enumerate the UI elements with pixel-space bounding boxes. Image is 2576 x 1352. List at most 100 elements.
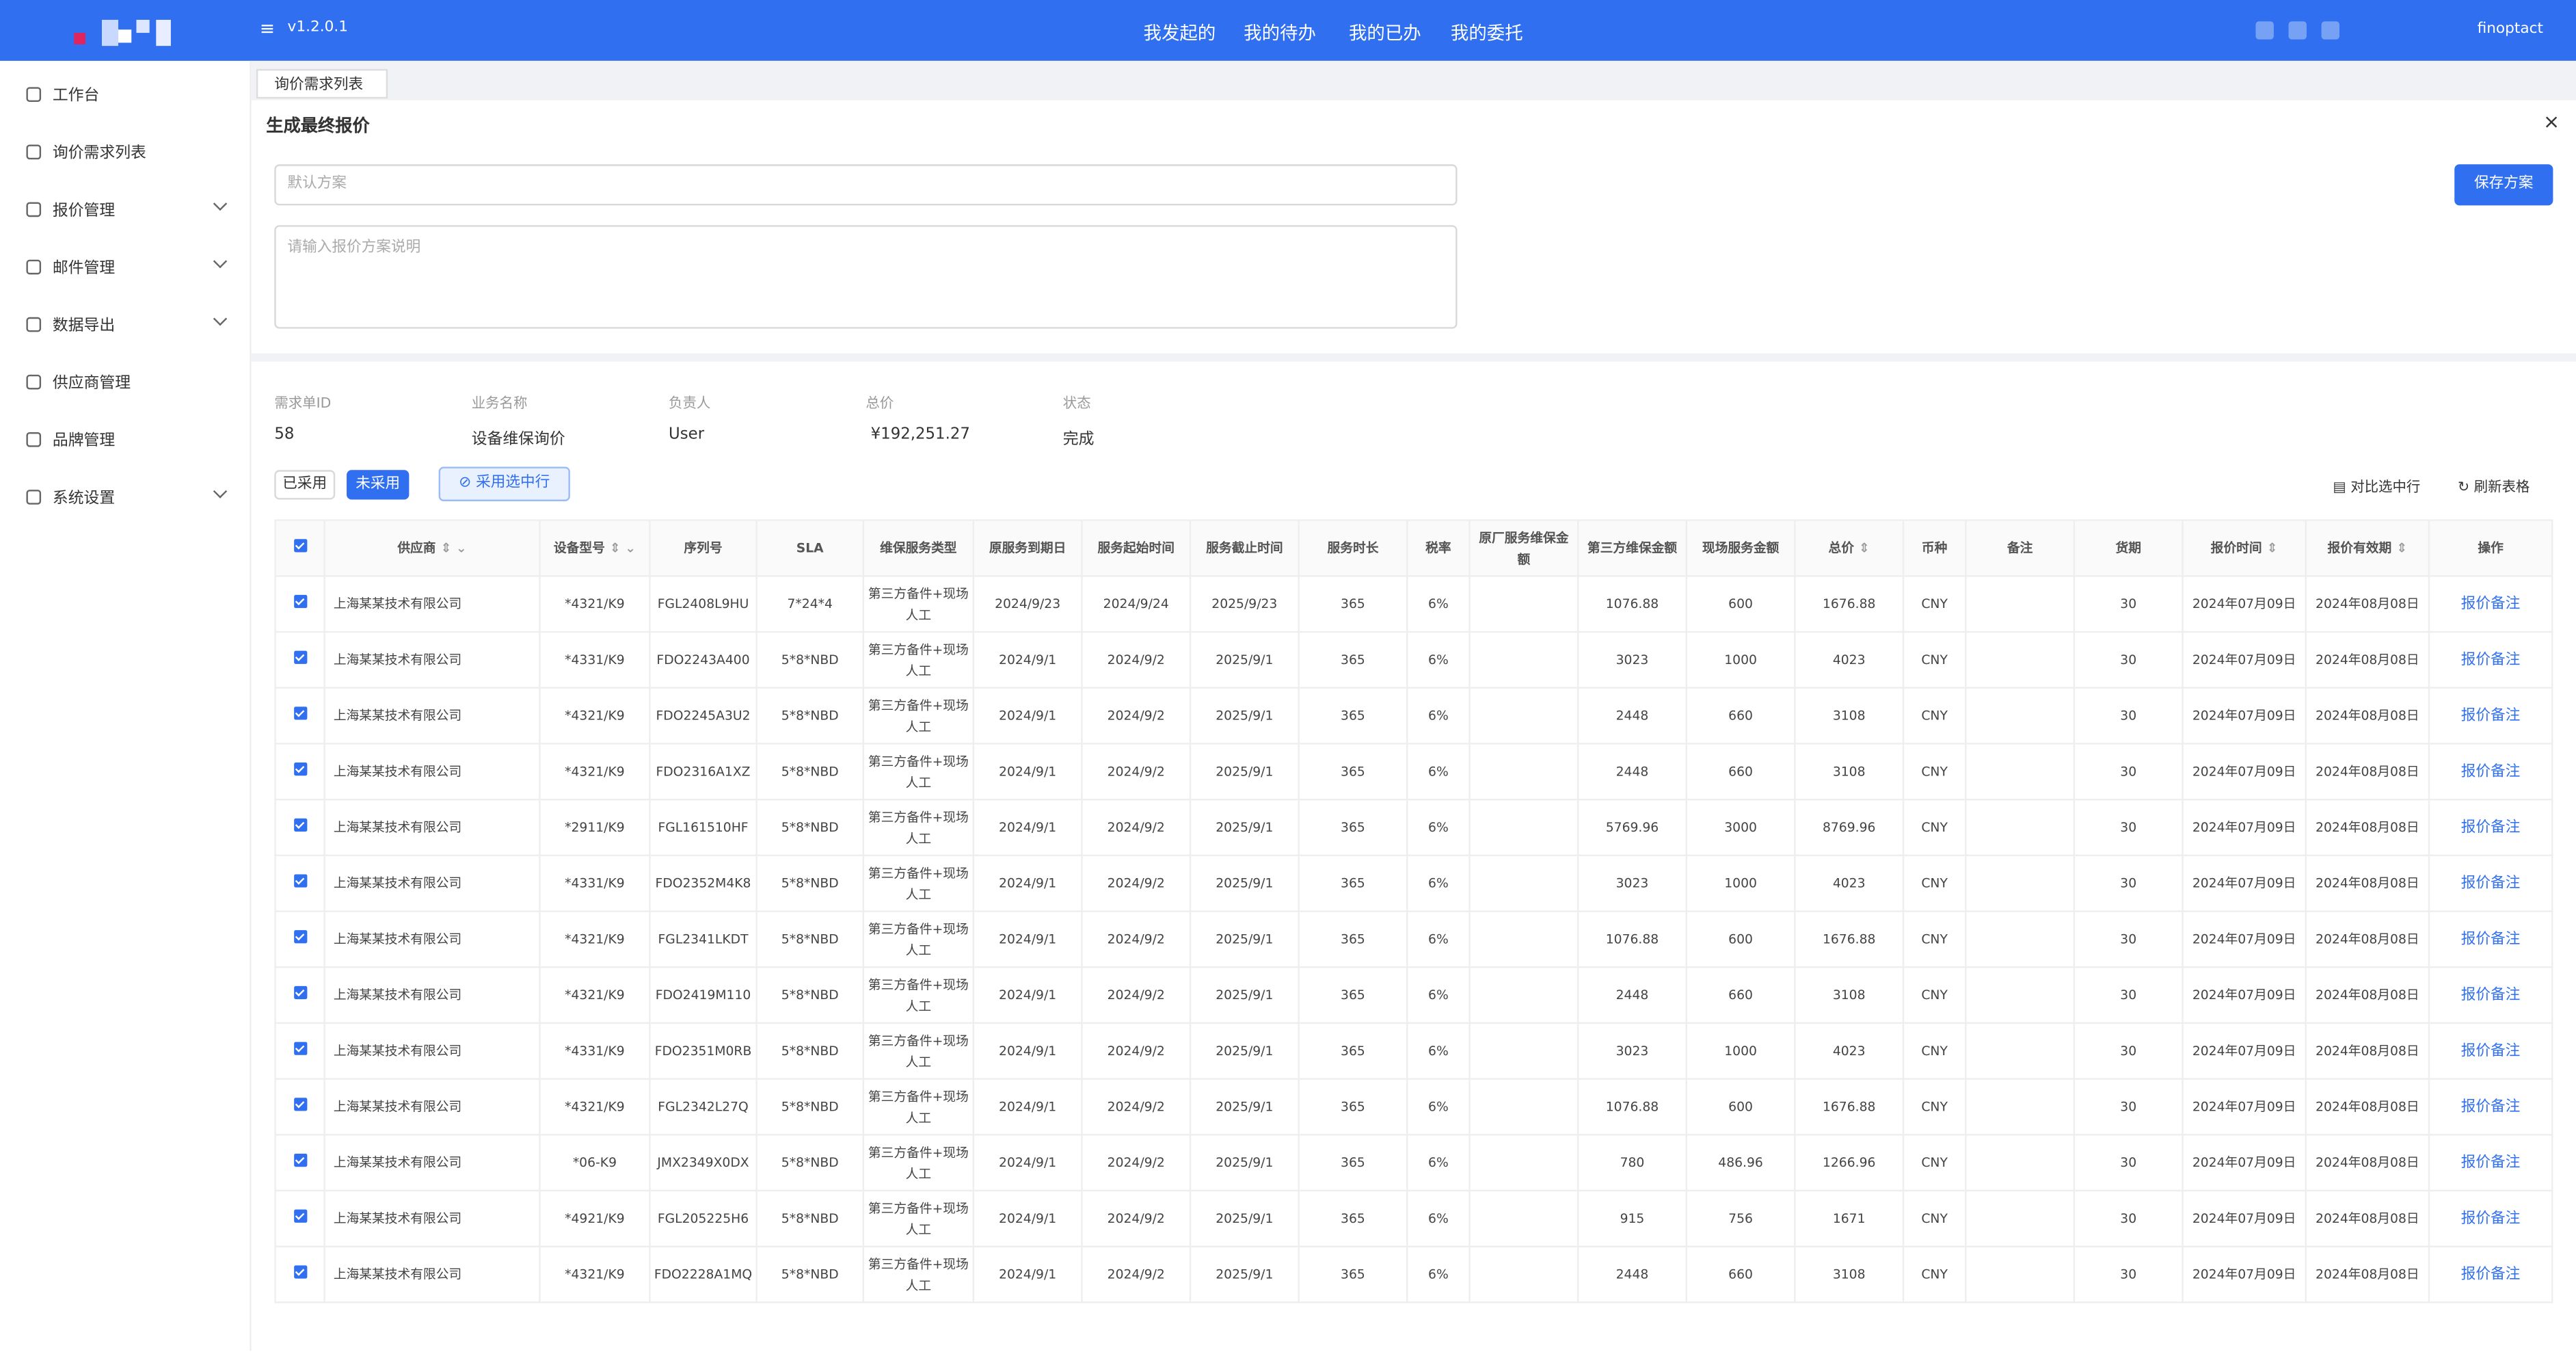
sort-icon[interactable]: ⇕ xyxy=(2396,540,2408,556)
sort-icon[interactable]: ⇕ ⌄ xyxy=(610,540,636,556)
save-button[interactable]: 保存方案 xyxy=(2454,164,2553,206)
close-button[interactable]: × xyxy=(2543,110,2560,133)
column-title: 操作 xyxy=(2478,540,2504,556)
cell: FGL2408L9HU xyxy=(649,575,757,633)
action-link[interactable]: 报价备注 xyxy=(2460,931,2521,948)
menu-item[interactable]: 系统设置 xyxy=(26,485,115,507)
checkbox[interactable] xyxy=(293,539,307,553)
cell: 2025/9/1 xyxy=(1189,1245,1300,1303)
menu-item[interactable]: 询价需求列表 xyxy=(26,140,146,162)
action-link[interactable]: 报价备注 xyxy=(2460,1210,2521,1227)
info-label: 状态 xyxy=(1062,396,1091,413)
cell: 1000 xyxy=(1685,854,1796,912)
cell-text: 600 xyxy=(1728,1099,1753,1115)
action-link[interactable]: 报价备注 xyxy=(2460,707,2521,724)
cell-text: 7*24*4 xyxy=(787,596,833,611)
menu-item[interactable]: 邮件管理 xyxy=(26,254,115,278)
nav-item[interactable]: 我的委托 xyxy=(1450,23,1523,44)
cell: 2024年08月08日 xyxy=(2305,910,2430,968)
username[interactable]: finoptact xyxy=(2477,21,2543,38)
cell-text: 5769.96 xyxy=(1605,820,1659,835)
cell-text: FDO2245A3U2 xyxy=(656,708,751,724)
cell: 365 xyxy=(1298,575,1408,633)
menu-item[interactable]: 工作台 xyxy=(26,82,100,105)
cell-text: *4331/K9 xyxy=(565,652,625,667)
menu-item[interactable]: 供应商管理 xyxy=(26,370,131,393)
not-adopted-tab[interactable]: 未采用 xyxy=(347,470,410,500)
menu-item[interactable]: 品牌管理 xyxy=(26,427,115,450)
action-link[interactable]: 报价备注 xyxy=(2460,596,2521,613)
action-link[interactable]: 报价备注 xyxy=(2460,763,2521,780)
cell: 3000 xyxy=(1685,798,1796,857)
checkbox[interactable] xyxy=(293,650,307,664)
cell-text: 上海某某技术有限公司 xyxy=(333,764,462,780)
checkbox[interactable] xyxy=(293,706,307,720)
cell: 3108 xyxy=(1794,966,1905,1024)
cell-text: 2024年07月09日 xyxy=(2192,652,2296,667)
chevron xyxy=(213,312,228,326)
cell-text: 2024年07月09日 xyxy=(2192,1211,2296,1226)
adopt-selected-button[interactable]: ⊘ 采用选中行 xyxy=(438,466,570,501)
checkbox[interactable] xyxy=(293,818,307,832)
cell: CNY xyxy=(1902,743,1967,801)
cell-text: 365 xyxy=(1341,1211,1365,1226)
cell-text: FGL2408L9HU xyxy=(657,596,749,611)
checkbox[interactable] xyxy=(293,1265,307,1279)
nav-item[interactable]: 我的已办 xyxy=(1348,23,1421,44)
cell xyxy=(274,1134,325,1192)
cell: *06-K9 xyxy=(539,1134,651,1192)
cell: 5*8*NBD xyxy=(755,743,865,801)
cell-text: 2024/9/2 xyxy=(1107,764,1165,780)
cell: 上海某某技术有限公司 xyxy=(323,1245,541,1303)
sort-icon[interactable]: ⇕ ⌄ xyxy=(440,540,467,556)
nav-item[interactable]: 我发起的 xyxy=(1143,23,1216,44)
menu-item[interactable]: 报价管理 xyxy=(26,197,115,220)
checkbox[interactable] xyxy=(293,930,307,944)
action-link[interactable]: 报价备注 xyxy=(2460,651,2521,668)
compare-button[interactable]: ▤ 对比选中行 xyxy=(2333,479,2421,496)
mail-icon[interactable] xyxy=(2255,21,2274,40)
checkbox[interactable] xyxy=(293,763,307,776)
column-title: 第三方维保金额 xyxy=(1587,540,1678,556)
cell-text: 2024/9/1 xyxy=(999,875,1057,891)
chat-icon[interactable] xyxy=(2321,21,2340,40)
checkbox[interactable] xyxy=(293,874,307,888)
cell-text: 第三方备件+现场人工 xyxy=(868,698,969,734)
sort-icon[interactable]: ⇕ xyxy=(2266,540,2278,556)
action-link[interactable]: 报价备注 xyxy=(2460,1098,2521,1115)
checkbox[interactable] xyxy=(293,594,307,609)
description-input[interactable]: 请输入报价方案说明 xyxy=(274,225,1458,329)
action-link[interactable]: 报价备注 xyxy=(2460,875,2521,892)
menu-toggle[interactable]: ≡ xyxy=(259,18,275,40)
refresh-button[interactable]: ↻ 刷新表格 xyxy=(2458,479,2530,496)
cell-text: 2024/9/1 xyxy=(999,1211,1057,1226)
cell-text: 4023 xyxy=(1832,652,1866,667)
cell: 报价备注 xyxy=(2428,1189,2553,1247)
checkbox[interactable] xyxy=(293,985,307,1000)
info-value: ¥192,251.27 xyxy=(870,425,970,444)
cell: 30 xyxy=(2073,1189,2184,1247)
plan-input[interactable]: 默认方案 xyxy=(274,164,1458,206)
adopted-tab[interactable]: 已采用 xyxy=(274,470,336,500)
cell xyxy=(274,966,325,1024)
sort-icon[interactable]: ⇕ xyxy=(1859,540,1870,556)
cell-text: FDO2316A1XZ xyxy=(656,764,751,780)
bell-icon[interactable] xyxy=(2288,21,2307,40)
nav-item[interactable]: 我的待办 xyxy=(1244,23,1316,44)
action-link[interactable]: 报价备注 xyxy=(2460,819,2521,836)
cell-text: *4331/K9 xyxy=(565,1043,625,1059)
checkbox[interactable] xyxy=(293,1209,307,1223)
checkbox[interactable] xyxy=(293,1153,307,1167)
tab[interactable]: 询价需求列表 xyxy=(256,68,388,99)
action-link[interactable]: 报价备注 xyxy=(2460,1042,2521,1059)
menu-item[interactable]: 数据导出 xyxy=(26,313,115,335)
cell: 2024年07月09日 xyxy=(2182,910,2307,968)
cell: 报价备注 xyxy=(2428,1245,2553,1303)
action-link[interactable]: 报价备注 xyxy=(2460,1154,2521,1171)
column-title: 序列号 xyxy=(684,540,723,556)
cell: 5*8*NBD xyxy=(755,966,865,1024)
action-link[interactable]: 报价备注 xyxy=(2460,987,2521,1004)
checkbox[interactable] xyxy=(293,1042,307,1055)
action-link[interactable]: 报价备注 xyxy=(2460,1266,2521,1283)
checkbox[interactable] xyxy=(293,1098,307,1111)
